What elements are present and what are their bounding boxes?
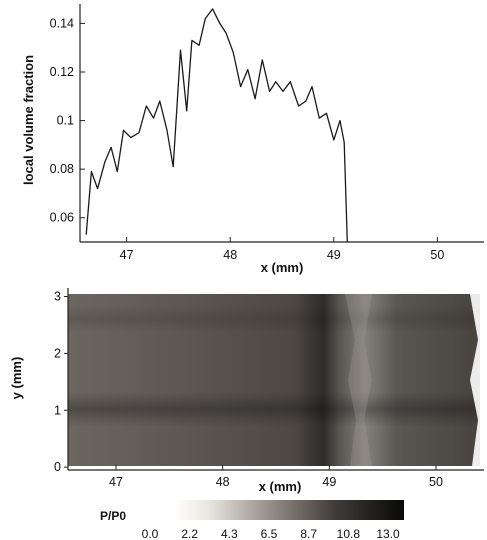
y-axis-label: y (mm) bbox=[9, 357, 24, 400]
x-tick-label: 49 bbox=[322, 475, 336, 489]
pressure-field bbox=[68, 294, 480, 466]
colorbar-tick-label: 2.2 bbox=[181, 527, 198, 540]
x-axis-label: x (mm) bbox=[259, 479, 302, 494]
x-tick-label: 50 bbox=[429, 475, 443, 489]
x-tick-label: 47 bbox=[109, 475, 123, 489]
x-tick-label: 47 bbox=[120, 248, 134, 262]
y-tick-label: 0 bbox=[54, 460, 61, 474]
y-tick-label: 0.12 bbox=[50, 65, 74, 79]
colorbar-tick-label: 8.7 bbox=[300, 527, 317, 540]
colorbar-label: P/P0 bbox=[100, 509, 126, 523]
y-axis-ticks: 0 1 2 3 bbox=[54, 290, 68, 474]
colorbar-tick-label: 13.0 bbox=[376, 527, 400, 540]
x-tick-label: 49 bbox=[327, 248, 341, 262]
y-tick-label: 0.1 bbox=[57, 114, 74, 128]
series-line bbox=[85, 8, 348, 243]
y-tick-label: 2 bbox=[54, 346, 61, 360]
y-tick-label: 1 bbox=[54, 403, 61, 417]
x-tick-label: 48 bbox=[216, 475, 230, 489]
colorbar-ticks: 0.0 2.2 4.3 6.5 8.7 10.8 13.0 bbox=[142, 527, 400, 540]
x-axis-ticks: 47 48 49 50 bbox=[120, 237, 444, 262]
x-tick-label: 48 bbox=[223, 248, 237, 262]
colorbar-tick-label: 6.5 bbox=[261, 527, 278, 540]
y-tick-label: 0.08 bbox=[50, 162, 74, 176]
y-axis-ticks: 0.06 0.08 0.1 0.12 0.14 bbox=[50, 16, 85, 225]
y-tick-label: 0.14 bbox=[50, 16, 74, 30]
colorbar-tick-label: 4.3 bbox=[221, 527, 238, 540]
x-axis-label: x (mm) bbox=[261, 260, 304, 275]
colorbar-tick-label: 10.8 bbox=[337, 527, 361, 540]
y-tick-label: 3 bbox=[54, 290, 61, 304]
pressure-field-plot: 0 1 2 3 47 48 49 50 x (mm) y (mm) bbox=[9, 288, 484, 494]
colorbar: P/P0 0.0 2.2 4.3 6.5 8.7 10.8 13.0 bbox=[100, 500, 404, 540]
x-axis-ticks: 47 48 49 50 bbox=[109, 465, 443, 489]
colorbar-tick-label: 0.0 bbox=[142, 527, 159, 540]
x-tick-label: 50 bbox=[430, 248, 444, 262]
volume-fraction-plot: 0.06 0.08 0.1 0.12 0.14 47 48 49 50 x (mm) loca… bbox=[21, 4, 484, 275]
y-axis-label: local volume fraction bbox=[21, 55, 36, 185]
colorbar-gradient bbox=[174, 500, 404, 520]
y-tick-label: 0.06 bbox=[50, 211, 74, 225]
